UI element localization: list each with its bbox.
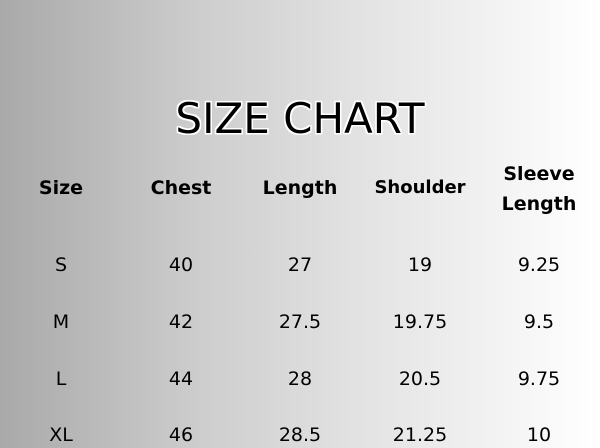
table-cell: 20.5 (398, 368, 442, 390)
table-cell: L (55, 368, 67, 390)
table-cell: 28.5 (278, 424, 322, 446)
table-cell: 10 (526, 424, 552, 446)
table-cell: 21.25 (392, 424, 448, 446)
table-cell: 40 (168, 254, 194, 276)
table-cell: M (52, 311, 70, 333)
table-cell: 46 (168, 424, 194, 446)
table-cell: 9.75 (517, 368, 561, 390)
table-cell: 19 (407, 254, 433, 276)
table-cell: 42 (168, 311, 194, 333)
table-cell: XL (49, 424, 73, 446)
page-title: SIZE CHART (175, 94, 425, 143)
header-shoulder: Shoulder (374, 177, 466, 198)
table-cell: 27.5 (278, 311, 322, 333)
header-length: Length (262, 177, 338, 199)
header-chest: Chest (150, 177, 212, 199)
table-cell: 19.75 (392, 311, 448, 333)
header-size: Size (38, 177, 84, 199)
table-cell: 9.25 (517, 254, 561, 276)
table-cell: S (54, 254, 68, 276)
table-cell: 44 (168, 368, 194, 390)
table-cell: 27 (287, 254, 313, 276)
header-sleeve-length: Sleeve Length (501, 163, 577, 215)
table-cell: 28 (287, 368, 313, 390)
table-cell: 9.5 (523, 311, 555, 333)
